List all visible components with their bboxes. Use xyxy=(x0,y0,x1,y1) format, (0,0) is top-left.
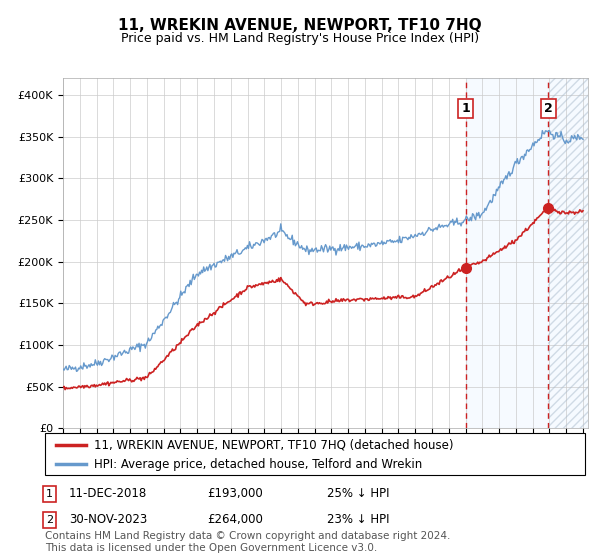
Text: 23% ↓ HPI: 23% ↓ HPI xyxy=(327,513,389,526)
Text: Contains HM Land Registry data © Crown copyright and database right 2024.
This d: Contains HM Land Registry data © Crown c… xyxy=(45,531,451,553)
Bar xyxy=(466,78,600,428)
Text: 2: 2 xyxy=(544,102,553,115)
Text: 1: 1 xyxy=(46,489,53,499)
Text: Price paid vs. HM Land Registry's House Price Index (HPI): Price paid vs. HM Land Registry's House … xyxy=(121,32,479,45)
Text: £193,000: £193,000 xyxy=(207,487,263,501)
Text: 2: 2 xyxy=(46,515,53,525)
Text: 30-NOV-2023: 30-NOV-2023 xyxy=(69,513,147,526)
Text: HPI: Average price, detached house, Telford and Wrekin: HPI: Average price, detached house, Telf… xyxy=(94,458,422,471)
Text: 11, WREKIN AVENUE, NEWPORT, TF10 7HQ: 11, WREKIN AVENUE, NEWPORT, TF10 7HQ xyxy=(118,18,482,33)
Text: £264,000: £264,000 xyxy=(207,513,263,526)
Text: 11-DEC-2018: 11-DEC-2018 xyxy=(69,487,147,501)
Text: 25% ↓ HPI: 25% ↓ HPI xyxy=(327,487,389,501)
Bar xyxy=(548,78,600,428)
FancyBboxPatch shape xyxy=(45,433,585,475)
Text: 1: 1 xyxy=(461,102,470,115)
Bar xyxy=(548,78,600,428)
Text: 11, WREKIN AVENUE, NEWPORT, TF10 7HQ (detached house): 11, WREKIN AVENUE, NEWPORT, TF10 7HQ (de… xyxy=(94,438,453,451)
